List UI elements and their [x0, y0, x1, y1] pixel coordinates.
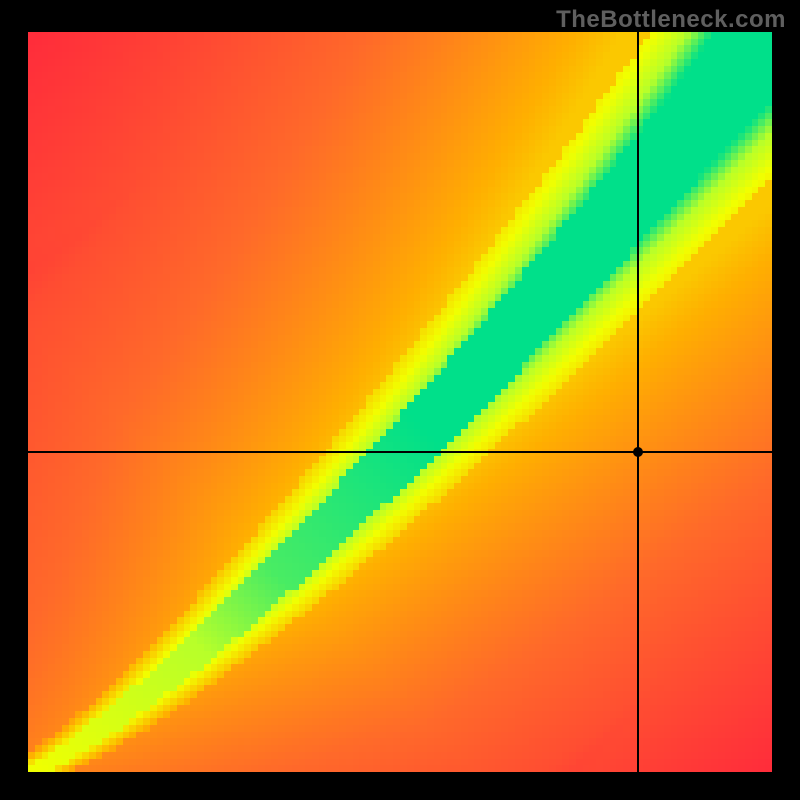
crosshair-vertical	[637, 32, 639, 772]
plot-area	[28, 32, 772, 772]
crosshair-marker-dot	[633, 447, 643, 457]
bottleneck-heatmap	[28, 32, 772, 772]
watermark-text: TheBottleneck.com	[556, 6, 786, 34]
chart-container: TheBottleneck.com	[0, 0, 800, 800]
crosshair-horizontal	[28, 451, 772, 453]
